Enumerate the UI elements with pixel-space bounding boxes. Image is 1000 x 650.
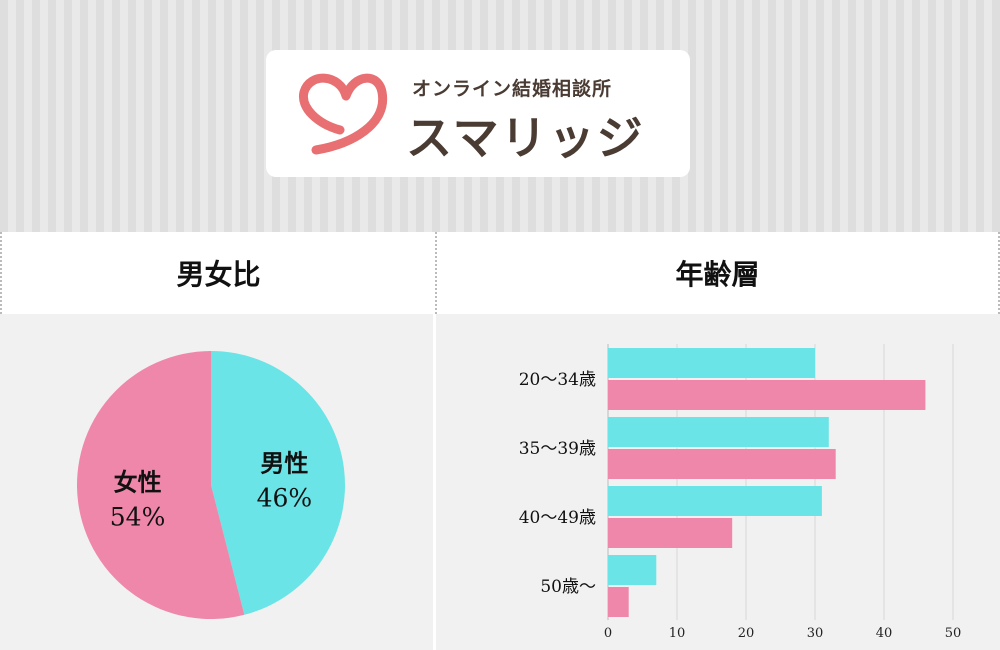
bar (608, 555, 657, 585)
pie-slice-label: 男性 (260, 449, 308, 478)
bar (608, 380, 926, 410)
bar (608, 486, 822, 516)
age-group-title: 年齢層 (437, 232, 1000, 314)
logo-card[interactable]: オンライン結婚相談所 スマリッジ (266, 50, 690, 177)
pie-slice (76, 351, 245, 619)
bar (608, 417, 829, 447)
y-category-label: 40〜49歳 (519, 508, 596, 528)
pie-slice (211, 351, 345, 615)
bar (608, 348, 815, 378)
x-tick-label: 40 (876, 626, 893, 641)
pie-slice-value: 46% (257, 484, 313, 513)
gender-pie-chart: 男性 46% 女性 54% (76, 351, 345, 619)
bar (608, 587, 629, 617)
x-tick-label: 50 (945, 626, 962, 641)
bar (608, 449, 836, 479)
header-banner: オンライン結婚相談所 スマリッジ (0, 0, 1000, 232)
x-tick-label: 10 (669, 626, 686, 641)
panel-divider (433, 314, 436, 650)
y-category-label: 20〜34歳 (519, 370, 596, 390)
age-bar-chart: 0 10 20 30 40 50 20〜34歳 35〜39歳 40〜49歳 50歳〜 (519, 344, 962, 641)
heart-logo-icon (299, 73, 388, 155)
x-tick-label: 20 (738, 626, 755, 641)
bar (608, 518, 733, 548)
age-bar-panel: 0 10 20 30 40 50 20〜34歳 35〜39歳 40〜49歳 50歳〜 (436, 314, 1000, 650)
logo-tagline: オンライン結婚相談所 (412, 78, 613, 100)
x-tick-label: 30 (807, 626, 824, 641)
x-tick-label: 0 (604, 626, 612, 641)
gender-pie-panel: 男性 46% 女性 54% (0, 314, 433, 650)
pie-slice-value: 54% (110, 502, 166, 531)
y-category-label: 50歳〜 (540, 577, 596, 597)
logo-brand: スマリッジ (406, 111, 645, 165)
pie-slice-label: 女性 (114, 467, 162, 496)
y-category-label: 35〜39歳 (519, 439, 596, 459)
gender-ratio-title: 男女比 (0, 232, 437, 314)
